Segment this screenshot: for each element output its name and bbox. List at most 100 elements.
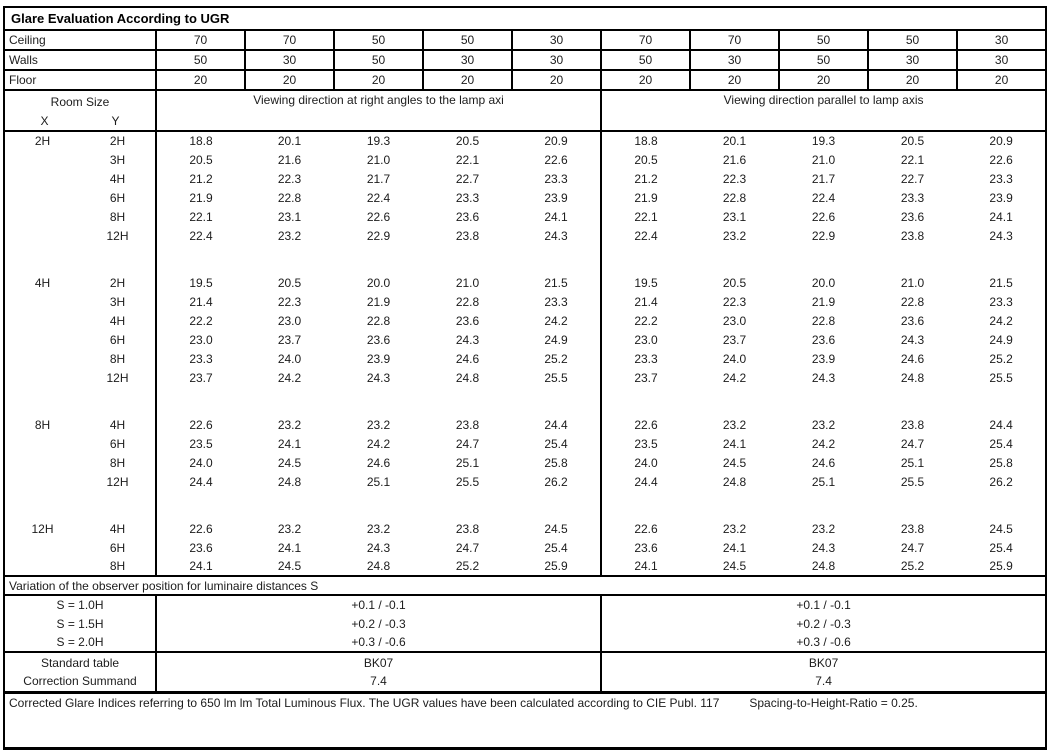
reflectance-value: 70 [689,29,780,51]
ugr-value: 25.8 [989,455,1013,470]
ugr-value: 23.6 [155,538,245,557]
table-row: 3H 20.5 21.6 21.0 22.1 22.6 20.5 21.6 21.0 22.1 22… [4,150,1046,169]
ugr-value: 20.1 [722,134,747,148]
ugr-value: 24.7 [455,540,480,555]
ugr-value: 24.5 [989,521,1013,536]
ugr-value: 23.8 [900,417,925,432]
ugr-value: 20.9 [544,134,568,148]
ugr-value: 25.8 [544,455,568,470]
ugr-value: 24.6 [811,455,836,470]
ugr-value: 24.1 [544,209,568,224]
ugr-value: 25.5 [989,370,1013,385]
ugr-value: 23.6 [455,313,480,328]
room-x-value [4,472,80,491]
table-row: Floor 20 20 20 20 20 20 20 20 20 20 [3,69,1048,91]
reflectance-value: 30 [511,49,602,71]
ugr-value: 23.2 [722,521,747,536]
reflectance-value: 70 [155,29,246,51]
ugr-value: 22.1 [455,152,480,167]
ugr-value: 24.7 [455,436,480,451]
ugr-value: 22.3 [722,294,747,309]
ugr-value: 22.6 [366,209,391,224]
ugr-value: 26.2 [544,474,568,489]
reflectance-value: 30 [244,49,335,71]
ugr-value: 22.3 [722,171,747,186]
room-x-value: 8H [34,417,51,432]
ugr-value: 22.1 [155,207,245,226]
ugr-value: 23.9 [366,351,391,366]
ugr-value: 24.6 [900,351,925,366]
reflectance-value: 30 [955,49,1048,71]
ugr-value: 23.3 [900,190,925,205]
table-row: 6H 23.0 23.7 23.6 24.3 24.9 23.0 23.7 23.6 24.3 24… [4,330,1046,349]
room-y-value: 6H [109,540,126,555]
ugr-value: 24.9 [989,332,1013,347]
ugr-value: 18.8 [600,131,690,150]
ugr-value: 21.7 [366,171,391,186]
ugr-value: 21.0 [900,275,925,290]
luminaire-distance-label: S = 1.0H [56,598,104,612]
ugr-value: 24.8 [366,559,391,573]
luminaire-distance-label: S = 1.5H [56,616,104,631]
reflectance-value: 20 [600,69,691,91]
ugr-value: 23.2 [811,521,836,536]
ugr-value: 22.8 [811,313,836,328]
table-row: Walls 50 30 50 30 30 50 30 50 30 30 [3,49,1048,71]
ugr-value: 22.6 [544,152,568,167]
reflectance-value: 30 [511,29,602,51]
room-x-value [4,169,80,188]
ugr-value: 24.3 [366,370,391,385]
ugr-value: 25.9 [989,559,1013,573]
ugr-value: 23.6 [900,313,925,328]
table-row: 12H 23.7 24.2 24.3 24.8 25.5 23.7 24.2 24.3 24.8 2… [4,368,1046,387]
ugr-value: 22.4 [600,226,690,245]
ugr-value: 22.4 [811,190,836,205]
ugr-value: 24.3 [811,370,836,385]
ugr-value: 22.8 [455,294,480,309]
ugr-value: 25.2 [900,559,925,573]
footer-note: Corrected Glare Indices referring to 650… [4,690,1047,748]
table-row: 8H 24.0 24.5 24.6 25.1 25.8 24.0 24.5 24.6 25.1 25… [4,453,1046,472]
variation-section-title: Variation of the observer position for l… [4,575,1047,596]
ugr-value: 24.1 [722,540,747,555]
room-y-value: 8H [109,209,126,224]
surface-label: Ceiling [3,29,157,51]
ugr-value: 19.3 [366,134,391,148]
table-row: 3H 21.4 22.3 21.9 22.8 23.3 21.4 22.3 21.9 22.8 23… [4,292,1046,311]
summary-label: Standard table [4,651,156,672]
ugr-value: 23.2 [722,417,747,432]
ugr-value: 20.9 [989,134,1013,148]
room-y-value: 8H [109,559,126,573]
ugr-value: 24.8 [277,474,302,489]
ugr-value: 22.6 [989,152,1013,167]
ugr-value: 19.5 [155,273,245,292]
ugr-value: 24.5 [544,521,568,536]
ugr-value: 22.9 [811,228,836,243]
room-y-value: 12H [106,228,129,243]
ugr-value: 21.7 [811,171,836,186]
ugr-value: 22.2 [600,311,690,330]
ugr-value: 22.6 [811,209,836,224]
ugr-value: 23.2 [277,417,302,432]
ugr-value: 24.3 [366,540,391,555]
ugr-value: 24.0 [277,351,302,366]
ugr-value: 23.2 [366,521,391,536]
summary-value: 7.4 [599,672,1047,692]
ugr-value: 24.1 [600,557,690,576]
ugr-value: 23.3 [600,349,690,368]
room-y-value: 6H [109,436,126,451]
ugr-value: 23.5 [600,434,690,453]
table-row: 4H 22.2 23.0 22.8 23.6 24.2 22.2 23.0 22.8 23.6 24… [4,311,1046,330]
ugr-value: 22.1 [900,152,925,167]
ugr-value: 24.0 [155,453,245,472]
reflectance-value: 70 [244,29,335,51]
ugr-value: 21.0 [366,152,391,167]
ugr-value: 25.4 [544,540,568,555]
room-y-value: 4H [109,417,126,432]
room-y-value: 4H [109,313,126,328]
table-row: 12H 4H 22.6 23.2 23.2 23.8 24.5 22.6 23.2 23.2 23.… [4,519,1046,538]
room-y-value: 6H [109,190,126,205]
ugr-value: 23.2 [722,228,747,243]
room-y-value: 4H [109,171,126,186]
footer-text: Corrected Glare Indices referring to 650… [9,695,720,710]
